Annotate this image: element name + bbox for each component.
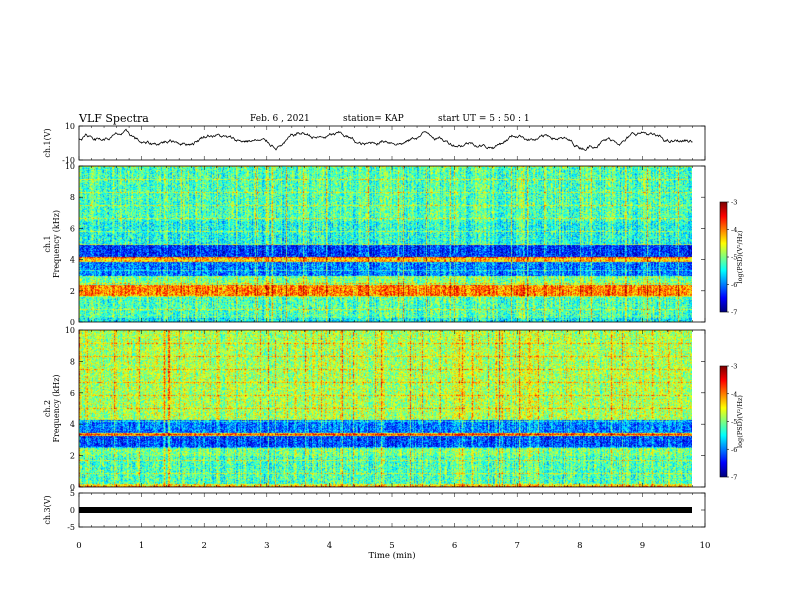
colorbar-tick-label: -5	[731, 418, 737, 426]
x-axis-label: Time (min)	[368, 550, 415, 561]
colorbar-tick-label: -5	[731, 254, 737, 262]
x-tick-label: 2	[201, 541, 206, 551]
y-tick-label: 2	[70, 452, 75, 461]
x-tick-label: 10	[700, 541, 711, 551]
colorbar	[720, 366, 727, 477]
spectrogram-ch1	[79, 166, 692, 322]
y-tick-label: 4	[70, 256, 75, 265]
y-tick-label: 6	[70, 224, 75, 233]
date-label: Feb. 6 , 2021	[250, 114, 310, 124]
x-tick-label: 6	[452, 541, 457, 551]
start-time-label: start UT = 5 : 50 : 1	[438, 114, 530, 124]
y-tick-label: 10	[65, 162, 75, 171]
y-tick-label: -5	[67, 523, 75, 532]
colorbar	[720, 202, 727, 312]
y-tick-label: 0	[70, 506, 75, 515]
y-axis-label: Frequency (kHz)	[52, 374, 61, 442]
y-tick-label: 10	[65, 326, 75, 335]
y-axis-label: ch.3(V)	[43, 495, 52, 524]
x-tick-label: 8	[577, 541, 582, 551]
y-axis-label: Frequency (kHz)	[52, 210, 61, 278]
x-tick-label: 7	[514, 541, 519, 551]
y-tick-label: 10	[65, 122, 75, 131]
y-axis-label: ch.1(V)	[43, 128, 52, 157]
ch1-waveform	[78, 128, 693, 151]
y-tick-label: 2	[70, 287, 75, 296]
x-tick-label: 9	[640, 541, 645, 551]
colorbar-label: log(PSD)(V²/Hz)	[736, 395, 744, 448]
y-tick-label: 5	[70, 489, 75, 498]
colorbar-tick-label: -4	[731, 226, 737, 234]
y-axis-label: ch.1	[43, 235, 52, 252]
colorbar-tick-label: -3	[731, 363, 737, 371]
y-tick-label: 8	[70, 193, 75, 202]
colorbar-tick-label: -7	[731, 474, 737, 482]
colorbar-tick-label: -3	[731, 199, 737, 207]
colorbar-tick-label: -4	[731, 390, 737, 398]
chart-title: VLF Spectra	[79, 112, 149, 125]
x-tick-label: 0	[76, 541, 81, 551]
station-label: station= KAP	[343, 114, 404, 124]
x-tick-label: 5	[389, 541, 394, 551]
spectrogram-ch2	[79, 330, 692, 487]
x-tick-label: 3	[264, 541, 269, 551]
ch3-signal-bar	[79, 507, 692, 513]
colorbar-tick-label: -6	[731, 446, 737, 454]
x-tick-label: 1	[139, 541, 144, 551]
y-tick-label: 0	[70, 318, 75, 327]
y-tick-label: 4	[70, 420, 75, 429]
colorbar-tick-label: -6	[731, 281, 737, 289]
y-axis-label: ch.2	[43, 400, 52, 417]
y-tick-label: 0	[70, 483, 75, 492]
y-tick-label: -10	[62, 156, 75, 165]
y-tick-label: 8	[70, 357, 75, 366]
x-tick-label: 4	[327, 541, 332, 551]
colorbar-label: log(PSD)(V²/Hz)	[736, 230, 744, 283]
colorbar-tick-label: -7	[731, 309, 737, 317]
y-tick-label: 6	[70, 389, 75, 398]
